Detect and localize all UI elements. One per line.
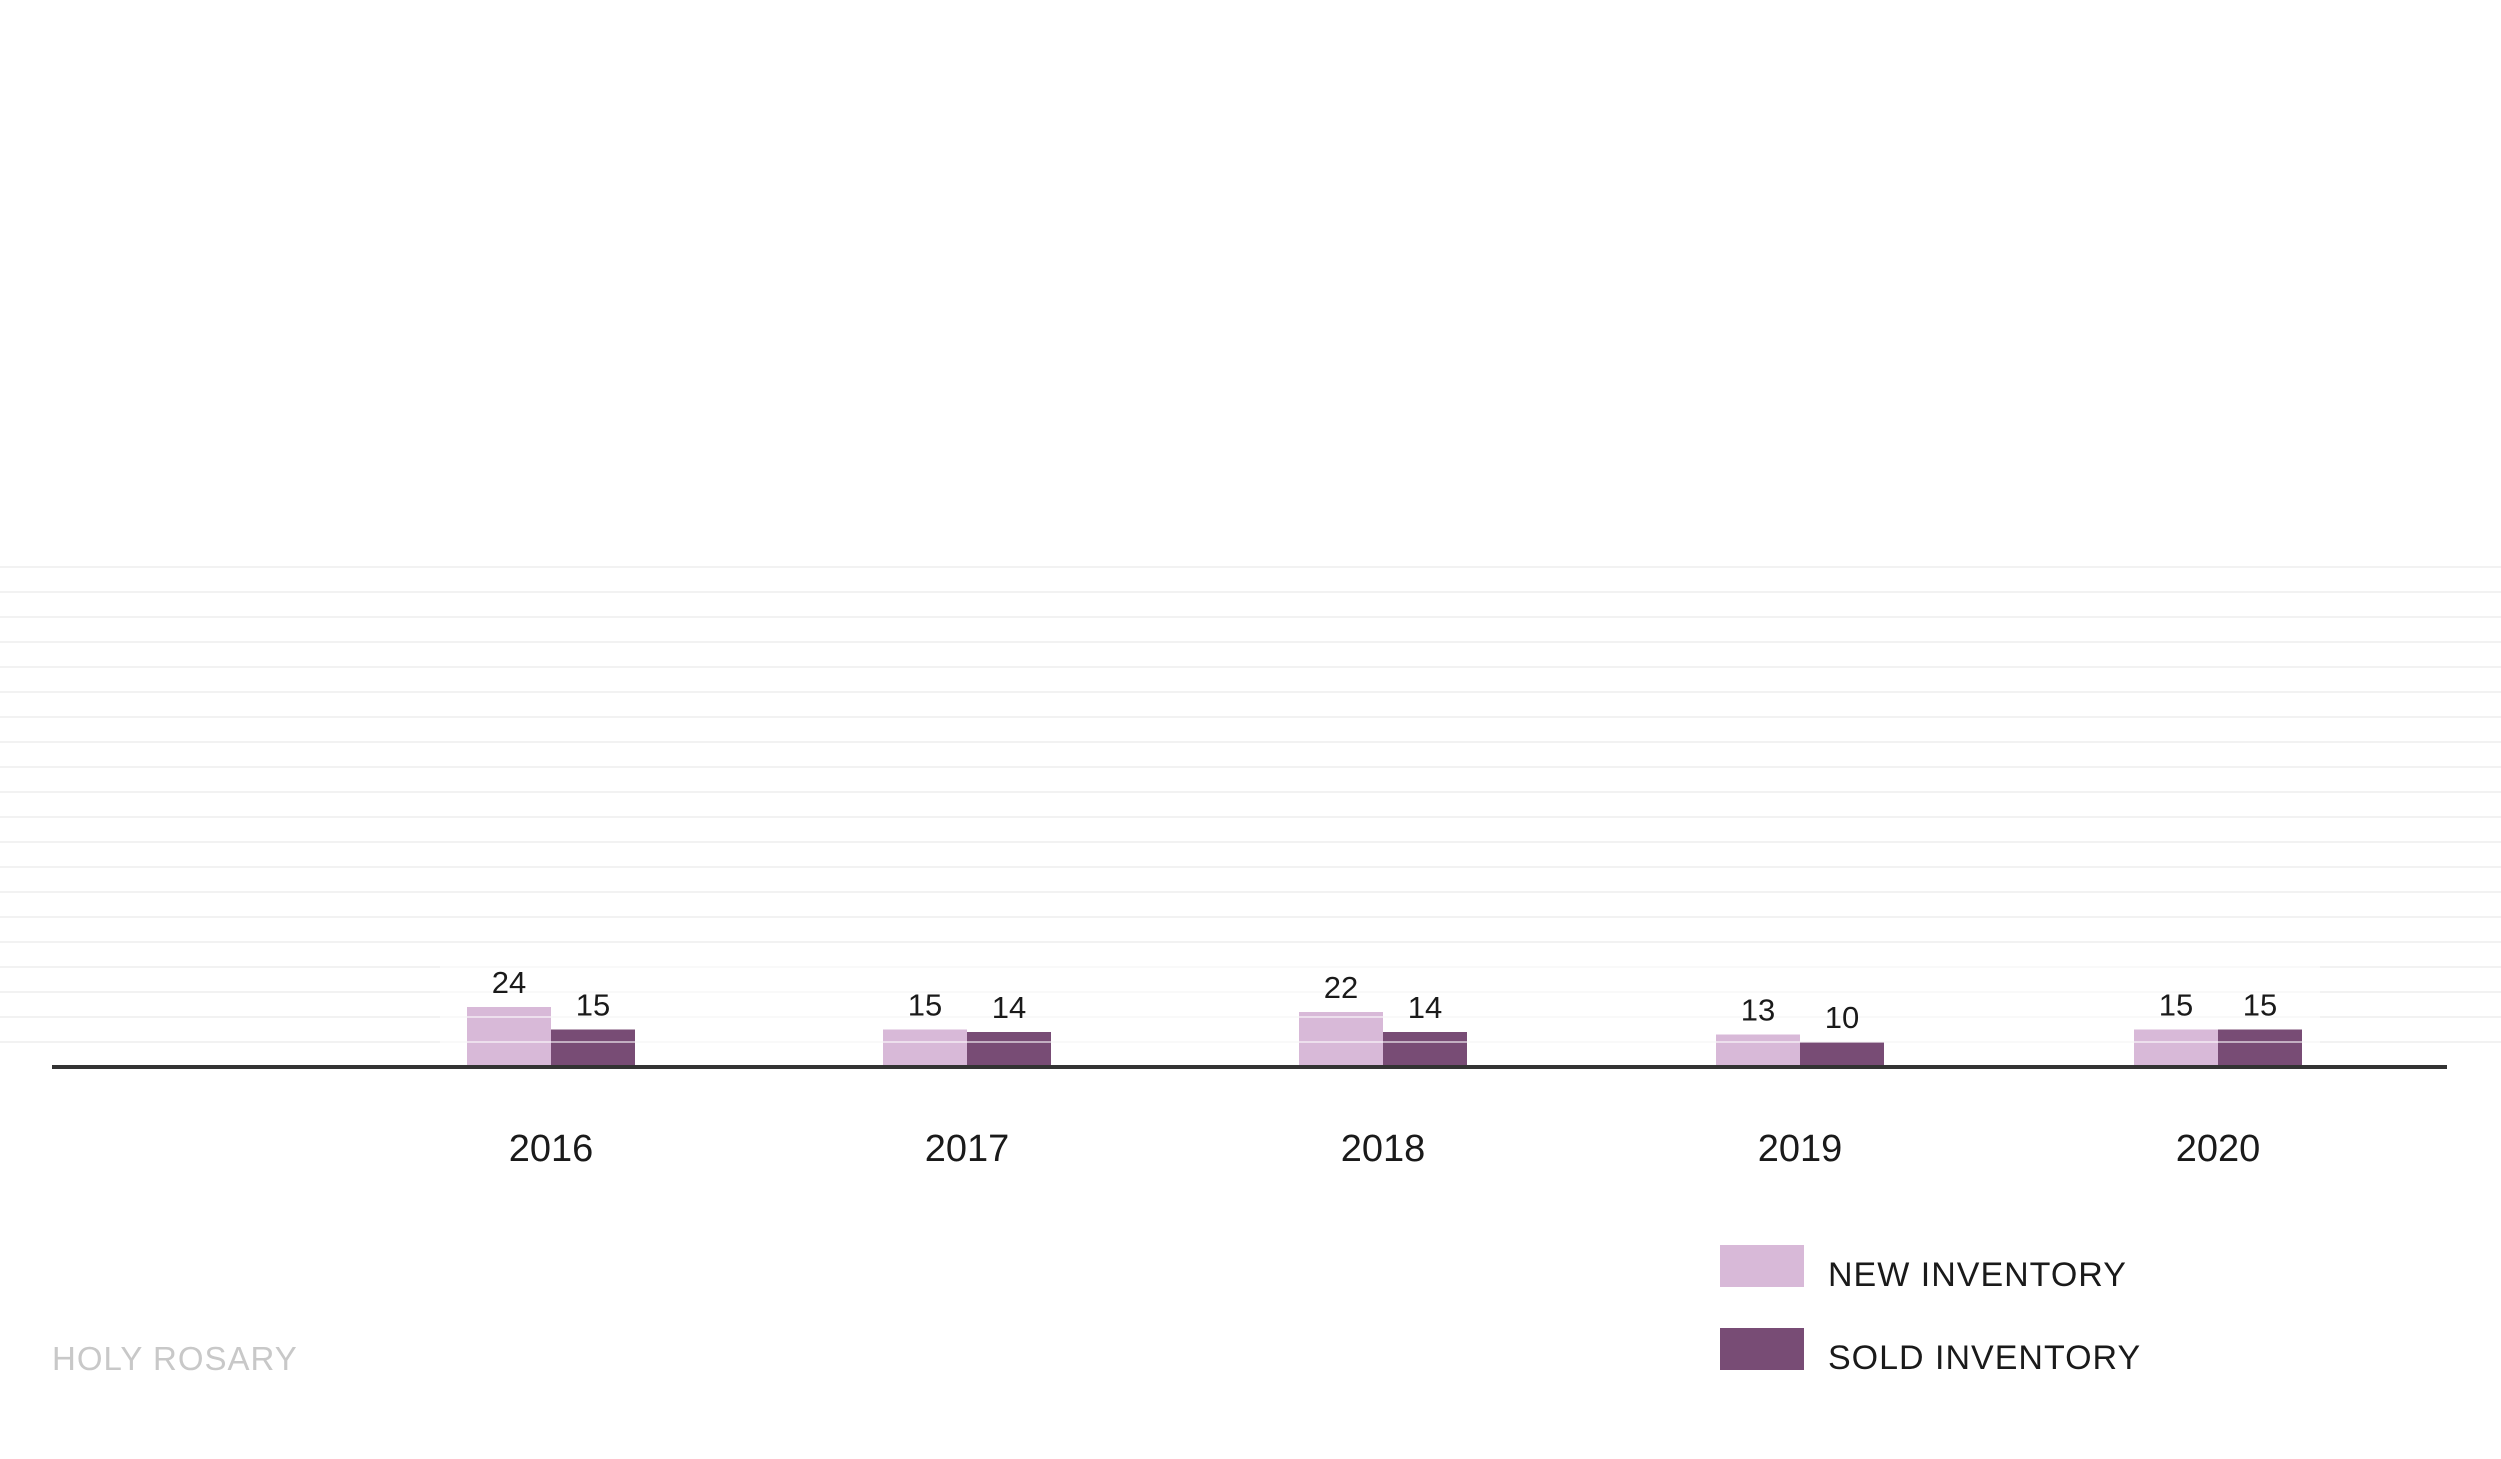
- value-label-new-inventory-2017: 15: [908, 988, 942, 1023]
- gridlines: [0, 566, 2501, 1043]
- bar-new-inventory-2017: [883, 1029, 967, 1067]
- value-label-sold-inventory-2018: 14: [1408, 990, 1442, 1025]
- value-label-sold-inventory-2017: 14: [992, 990, 1026, 1025]
- bar-new-inventory-2018: [1299, 1012, 1383, 1067]
- bars: [440, 966, 2320, 1067]
- bar-sold-inventory-2019: [1800, 1042, 1884, 1067]
- x-tick-label-2019: 2019: [1758, 1128, 1843, 1170]
- value-label-new-inventory-2019: 13: [1741, 993, 1775, 1028]
- value-labels: 24 15 22 13 15 15 14 14 10 15: [492, 965, 2277, 1035]
- value-label-new-inventory-2020: 15: [2159, 988, 2193, 1023]
- x-tick-label-2018: 2018: [1341, 1128, 1426, 1170]
- x-tick-label-2016: 2016: [509, 1128, 594, 1170]
- footer-brand-label: HOLY ROSARY: [52, 1340, 298, 1377]
- bar-sold-inventory-2018: [1383, 1032, 1467, 1067]
- bar-sold-inventory-2020: [2218, 1029, 2302, 1067]
- value-label-new-inventory-2016: 24: [492, 965, 526, 1000]
- bar-new-inventory-2019: [1716, 1034, 1800, 1067]
- value-label-sold-inventory-2019: 10: [1825, 1000, 1859, 1035]
- bar-sold-inventory-2017: [967, 1032, 1051, 1067]
- bar-new-inventory-2020: [2134, 1029, 2218, 1067]
- x-tick-label-2020: 2020: [2176, 1128, 2261, 1170]
- legend-label-new-inventory: NEW INVENTORY: [1828, 1256, 2127, 1294]
- x-axis-labels: 2016 2017 2018 2019 2020: [509, 1128, 2261, 1170]
- x-tick-label-2017: 2017: [925, 1128, 1010, 1170]
- value-label-new-inventory-2018: 22: [1324, 970, 1358, 1005]
- value-label-sold-inventory-2020: 15: [2243, 988, 2277, 1023]
- legend-swatch-new-inventory: [1720, 1245, 1804, 1287]
- value-label-sold-inventory-2016: 15: [576, 988, 610, 1023]
- legend-swatch-sold-inventory: [1720, 1328, 1804, 1370]
- bar-sold-inventory-2016: [551, 1029, 635, 1067]
- legend-label-sold-inventory: SOLD INVENTORY: [1828, 1339, 2141, 1377]
- legend: NEW INVENTORY SOLD INVENTORY: [1720, 1245, 2141, 1377]
